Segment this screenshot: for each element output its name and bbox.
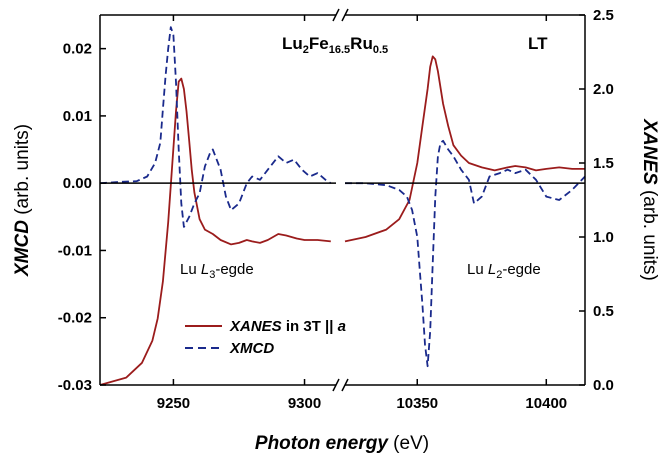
x-tick-label: 9250: [157, 395, 190, 412]
series-xanes-segment-0: [99, 77, 331, 386]
x-axis-title: Photon energy (eV): [255, 433, 429, 454]
left-tick-label: -0.03: [58, 377, 92, 394]
y-axis-title-left: XMCD (arb. units): [12, 124, 33, 277]
x-tick-label: 10350: [396, 395, 438, 412]
edge-label-l3: Lu L3-egde: [180, 261, 254, 281]
compound-label: Lu2Fe16.5Ru0.5: [282, 34, 388, 56]
axes-layer: [99, 8, 586, 392]
right-tick-label: 0.0: [593, 377, 614, 394]
legend-label-xanes: XANES in 3T || a: [229, 318, 346, 335]
left-tick-label: -0.02: [58, 310, 92, 327]
series-xmcd-segment-0: [99, 26, 332, 228]
left-tick-label: 0.00: [63, 175, 92, 192]
edge-label-l2: Lu L2-egde: [467, 261, 541, 281]
legend: XANES in 3T || a XMCD: [185, 318, 346, 357]
break-mark-bottom-1: [332, 378, 340, 392]
ticks-layer: -0.03 -0.02 -0.01 0.00 0.01 0.02 0.0 0.5 1.0 1.5 2…: [58, 7, 614, 412]
x-tick-label: 10400: [525, 395, 567, 412]
left-tick-label: 0.02: [63, 41, 92, 58]
condition-label: LT: [528, 34, 548, 53]
x-tick-label: 9300: [288, 395, 321, 412]
series-layer: [99, 26, 586, 386]
right-tick-label: 2.5: [593, 7, 614, 24]
left-tick-label: -0.01: [58, 242, 92, 259]
break-mark-top-2: [341, 8, 349, 22]
right-tick-label: 1.0: [593, 229, 614, 246]
right-tick-label: 1.5: [593, 155, 614, 172]
break-mark-top-1: [332, 8, 340, 22]
series-xanes-segment-1: [344, 55, 585, 243]
break-mark-bottom-2: [341, 378, 349, 392]
series-xmcd-segment-1: [345, 139, 586, 368]
y-axis-title-right: XANES (arb. units): [639, 118, 660, 281]
right-tick-label: 2.0: [593, 81, 614, 98]
legend-label-xmcd: XMCD: [229, 340, 274, 357]
left-tick-label: 0.01: [63, 108, 92, 125]
right-tick-label: 0.5: [593, 303, 614, 320]
